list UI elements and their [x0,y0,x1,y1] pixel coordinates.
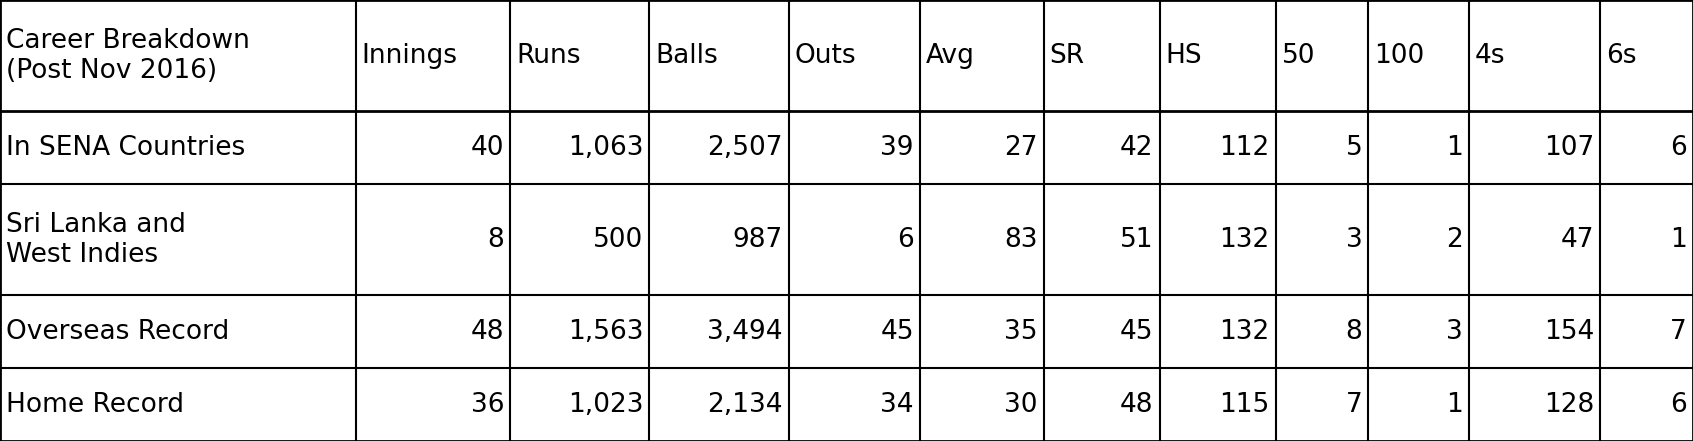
Text: In SENA Countries: In SENA Countries [7,135,245,161]
Text: 7: 7 [1671,319,1686,345]
Text: Innings: Innings [362,43,457,69]
Text: 3: 3 [1446,319,1463,345]
Text: 2,507: 2,507 [708,135,782,161]
Text: Avg: Avg [926,43,975,69]
Text: 987: 987 [733,227,782,253]
Text: 1,023: 1,023 [567,392,643,418]
Text: 35: 35 [1004,319,1038,345]
Text: 132: 132 [1219,319,1270,345]
Text: 3,494: 3,494 [708,319,782,345]
Text: 1: 1 [1671,227,1686,253]
Text: 6: 6 [1671,392,1686,418]
Text: 1: 1 [1446,392,1463,418]
Text: 7: 7 [1346,392,1363,418]
Text: 1: 1 [1446,135,1463,161]
Text: Overseas Record: Overseas Record [7,319,229,345]
Text: SR: SR [1050,43,1085,69]
Text: HS: HS [1165,43,1202,69]
Text: 36: 36 [471,392,505,418]
Text: 39: 39 [880,135,914,161]
Text: 8: 8 [1346,319,1363,345]
Text: 100: 100 [1375,43,1424,69]
Text: 27: 27 [1004,135,1038,161]
Text: 83: 83 [1004,227,1038,253]
Text: 51: 51 [1121,227,1153,253]
Text: 2,134: 2,134 [708,392,782,418]
Text: 30: 30 [1004,392,1038,418]
Text: Outs: Outs [794,43,857,69]
Text: 112: 112 [1219,135,1270,161]
Text: 500: 500 [593,227,643,253]
Text: 47: 47 [1561,227,1595,253]
Text: 50: 50 [1282,43,1315,69]
Text: 2: 2 [1446,227,1463,253]
Text: 6: 6 [1671,135,1686,161]
Text: 34: 34 [880,392,914,418]
Text: 6s: 6s [1607,43,1637,69]
Text: Sri Lanka and
West Indies: Sri Lanka and West Indies [7,212,186,268]
Text: Runs: Runs [516,43,581,69]
Text: 48: 48 [471,319,505,345]
Text: Career Breakdown
(Post Nov 2016): Career Breakdown (Post Nov 2016) [7,28,251,84]
Text: 3: 3 [1346,227,1363,253]
Text: 6: 6 [897,227,914,253]
Text: 45: 45 [880,319,914,345]
Text: 40: 40 [471,135,505,161]
Text: 8: 8 [488,227,505,253]
Text: 5: 5 [1346,135,1363,161]
Text: Home Record: Home Record [7,392,185,418]
Text: 45: 45 [1121,319,1153,345]
Text: 1,063: 1,063 [567,135,643,161]
Text: 128: 128 [1544,392,1595,418]
Text: 132: 132 [1219,227,1270,253]
Text: 4s: 4s [1475,43,1505,69]
Text: 154: 154 [1544,319,1595,345]
Text: 107: 107 [1544,135,1595,161]
Text: Balls: Balls [655,43,718,69]
Text: 115: 115 [1219,392,1270,418]
Text: 1,563: 1,563 [567,319,643,345]
Text: 42: 42 [1121,135,1153,161]
Text: 48: 48 [1121,392,1153,418]
